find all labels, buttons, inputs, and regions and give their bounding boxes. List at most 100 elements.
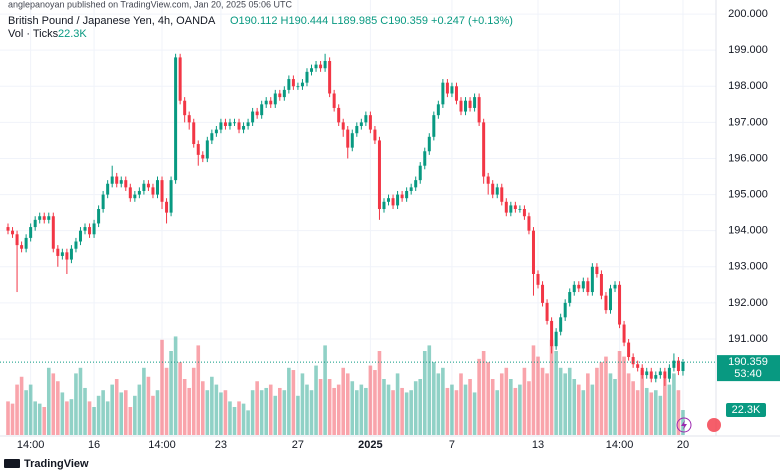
candle-body (291, 79, 295, 87)
volume-bar (110, 384, 114, 435)
volume-bar (422, 351, 427, 435)
candle-body (522, 209, 526, 217)
candle-body (205, 140, 209, 159)
volume-bar (509, 379, 513, 435)
volume-bar (291, 370, 296, 435)
candle-body (509, 205, 513, 213)
candle-body (328, 61, 332, 94)
volume-bar (246, 410, 250, 435)
volume-bar (24, 390, 28, 435)
volume-bar (386, 384, 391, 435)
volume-bar (545, 373, 549, 435)
volume-bar (463, 384, 468, 435)
y-tick-label: 198.000 (728, 80, 768, 92)
volume-bar (169, 351, 173, 435)
candle-body (269, 100, 273, 105)
x-tick-label: 2025 (358, 439, 382, 451)
volume-bar (518, 384, 522, 435)
volume-bar (368, 365, 373, 435)
candle-body (627, 342, 631, 358)
candle-body (572, 284, 576, 293)
candle-body (106, 183, 110, 195)
candle-body (11, 230, 15, 235)
volume-bar (42, 407, 47, 435)
volume-bar (432, 362, 436, 435)
volume-title: Vol · Ticks (8, 28, 59, 40)
volume-bar (336, 384, 341, 435)
candle-body (196, 144, 200, 155)
candle-body (563, 302, 567, 318)
candle-body (409, 187, 413, 191)
candle-body (464, 100, 468, 112)
volume-layer (6, 336, 685, 435)
candle-body (92, 223, 96, 235)
volume-bar (667, 384, 672, 435)
volume-bar (305, 384, 309, 435)
volume-bar (60, 392, 65, 435)
candle-body (513, 205, 517, 210)
volume-bar (644, 387, 649, 435)
candle-body (314, 64, 318, 69)
candle-body (83, 227, 87, 231)
volume-bar (250, 390, 255, 435)
candle-body (454, 86, 458, 101)
candle-body (242, 125, 246, 130)
volume-bar (228, 401, 232, 435)
candle-body (42, 216, 46, 220)
candle-body (169, 180, 173, 213)
volume-bar (486, 362, 490, 435)
candle-body (568, 292, 572, 303)
candle-body (287, 79, 291, 90)
volume-bar (599, 362, 604, 435)
candle-body (482, 122, 486, 177)
volume-bar (114, 379, 119, 435)
indicator-icon[interactable] (676, 417, 692, 433)
volume-bar (15, 384, 19, 435)
volume-bar (87, 401, 92, 435)
volume-bar (273, 395, 278, 435)
candle-body (255, 111, 259, 116)
candle-body (192, 122, 196, 145)
candle-body (622, 324, 626, 343)
candle-body (595, 266, 599, 274)
volume-bar (626, 373, 631, 435)
candle-body (649, 371, 653, 379)
volume-bar (332, 387, 336, 435)
volume-bar (391, 390, 395, 435)
candle-body (233, 122, 236, 124)
volume-bar (214, 384, 219, 435)
volume-bar (450, 384, 454, 435)
x-tick-label: 27 (292, 439, 304, 451)
volume-bar (567, 367, 572, 435)
candle-body (278, 93, 282, 98)
volume-bar (649, 392, 654, 435)
x-tick-label: 14:00 (17, 439, 45, 451)
candle-body (183, 100, 187, 116)
candle-body (559, 317, 563, 332)
candle-body (260, 104, 264, 116)
volume-bar (622, 356, 626, 435)
volume-bar (51, 373, 56, 435)
volume-bar (576, 384, 581, 435)
volume-label: 22.3K (732, 404, 761, 416)
event-icon[interactable] (707, 418, 721, 432)
candle-body (445, 82, 449, 94)
candle-body (142, 183, 146, 191)
volume-bar (359, 384, 364, 435)
volume-bar (37, 403, 42, 435)
candle-body (608, 288, 612, 311)
volume-bar (219, 392, 223, 435)
volume-bar (404, 392, 409, 435)
candle-body (477, 97, 481, 123)
candle-body (273, 93, 277, 105)
volume-bar (196, 345, 201, 435)
volume-bar (536, 356, 540, 435)
candle-layer (6, 53, 685, 386)
volume-bar (123, 390, 128, 435)
volume-bar (504, 367, 509, 435)
candle-body (214, 129, 218, 134)
candle-body (577, 284, 581, 289)
y-tick-label: 194.000 (728, 225, 768, 237)
candle-body (38, 216, 42, 220)
candle-body (88, 227, 92, 235)
